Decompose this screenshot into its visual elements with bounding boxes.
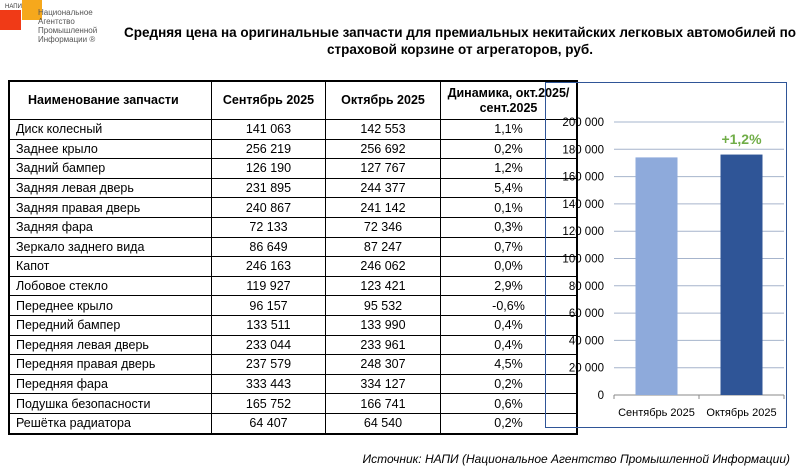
logo-name: Национальное Агентство Промышленной Инфо…: [38, 8, 98, 44]
table-row: Решётка радиатора 64 407 64 540 0,2%: [8, 412, 578, 435]
y-tick-label: 200 000: [562, 117, 604, 129]
y-tick-label: 0: [598, 390, 604, 402]
oct-price: 133 990: [325, 314, 441, 336]
part-name: Диск колесный: [8, 119, 212, 140]
part-name: Переднее крыло: [8, 295, 212, 316]
part-name: Передняя левая дверь: [8, 334, 212, 356]
column-header: Динамика, окт.2025/сент.2025: [440, 80, 578, 120]
dynamics: 1,1%: [440, 119, 578, 140]
y-tick-label: 40 000: [569, 335, 604, 347]
oct-price: 72 346: [325, 216, 441, 238]
oct-price: 334 127: [325, 373, 441, 395]
table-row: Передний бампер 133 511 133 990 0,4%: [8, 314, 578, 336]
table-row: Подушка безопасности 165 752 166 741 0,6%: [8, 393, 578, 414]
part-name: Передний бампер: [8, 314, 212, 336]
column-header: Наименование запчасти: [8, 80, 212, 120]
dynamics: 0,0%: [440, 256, 578, 277]
page-title: Средняя цена на оригинальные запчасти дл…: [124, 25, 796, 57]
table-row: Передняя фара 333 443 334 127 0,2%: [8, 373, 578, 395]
change-annotation: +1,2%: [721, 131, 762, 147]
logo-orange-square: [22, 0, 42, 20]
oct-price: 123 421: [325, 275, 441, 297]
table-row: Заднее крыло 256 219 256 692 0,2%: [8, 138, 578, 160]
sep-price: 237 579: [211, 354, 326, 375]
oct-price: 142 553: [325, 119, 441, 140]
oct-price: 233 961: [325, 334, 441, 356]
y-tick-label: 180 000: [562, 144, 604, 156]
napi-logo: НАПИ Национальное Агентство Промышленной…: [0, 0, 110, 55]
logo-abbr: НАПИ: [5, 4, 22, 10]
y-tick-label: 160 000: [562, 172, 604, 184]
price-table: Наименование запчасти Сентябрь 2025 Октябр…: [8, 80, 578, 435]
chart-frame: [545, 82, 787, 428]
y-tick-label: 80 000: [569, 281, 604, 293]
part-name: Решётка радиатора: [8, 412, 212, 435]
logo-red-square: [0, 10, 21, 30]
part-name: Передняя фара: [8, 373, 212, 395]
y-tick-label: 120 000: [562, 226, 604, 238]
y-tick-label: 140 000: [562, 199, 604, 211]
column-header: Октябрь 2025: [325, 80, 441, 120]
dynamics: 4,5%: [440, 354, 578, 375]
sep-price: 246 163: [211, 256, 326, 277]
source-note: Источник: НАПИ (Национальное Агентство П…: [362, 452, 790, 466]
bar: [720, 154, 763, 395]
oct-price: 248 307: [325, 354, 441, 375]
column-header: Сентябрь 2025: [211, 80, 326, 120]
part-name: Зеркало заднего вида: [8, 236, 212, 258]
table-row: Передняя левая дверь 233 044 233 961 0,4%: [8, 334, 578, 356]
table-row: Задняя правая дверь 240 867 241 142 0,1%: [8, 197, 578, 218]
sep-price: 333 443: [211, 373, 326, 395]
y-tick-label: 60 000: [569, 308, 604, 320]
part-name: Задний бампер: [8, 158, 212, 179]
sep-price: 240 867: [211, 197, 326, 218]
table-row: Капот 246 163 246 062 0,0%: [8, 256, 578, 277]
x-tick-label: Сентябрь 2025: [618, 407, 695, 419]
sep-price: 231 895: [211, 177, 326, 199]
oct-price: 64 540: [325, 412, 441, 435]
table-row: Задняя левая дверь 231 895 244 377 5,4%: [8, 177, 578, 199]
table-row: Передняя правая дверь 237 579 248 307 4,5%: [8, 354, 578, 375]
x-tick-label: Октябрь 2025: [706, 407, 776, 419]
sep-price: 64 407: [211, 412, 326, 435]
part-name: Заднее крыло: [8, 138, 212, 160]
table-row: Зеркало заднего вида 86 649 87 247 0,7%: [8, 236, 578, 258]
y-tick-label: 20 000: [569, 363, 604, 375]
y-tick-label: 100 000: [562, 254, 604, 266]
dynamics: 0,2%: [440, 412, 578, 435]
sep-price: 165 752: [211, 393, 326, 414]
bar: [635, 157, 678, 395]
